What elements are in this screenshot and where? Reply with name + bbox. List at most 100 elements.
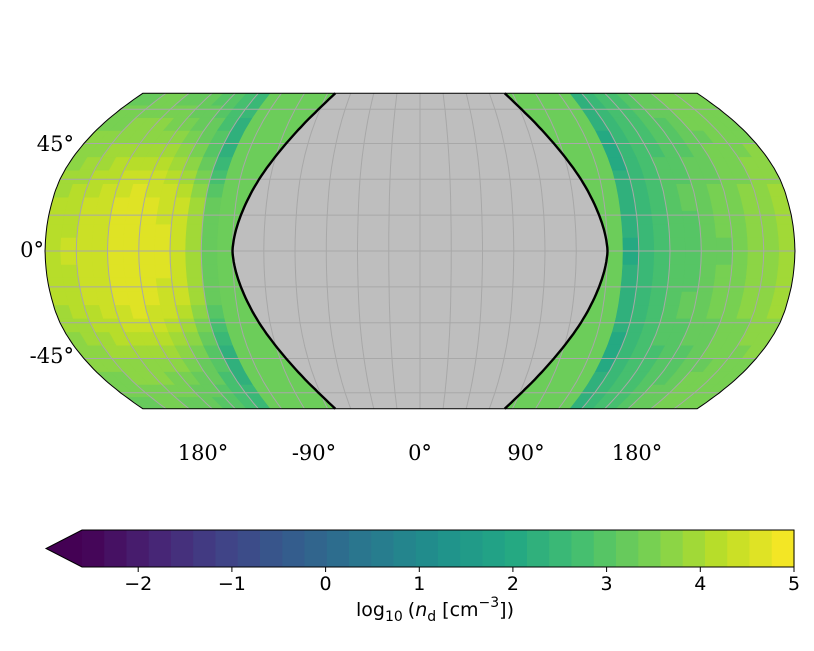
field-cell <box>201 264 219 279</box>
field-cell <box>712 277 731 292</box>
field-cell <box>715 237 733 252</box>
field-cell <box>45 264 64 279</box>
field-cell <box>154 264 172 279</box>
field-cell <box>123 223 141 238</box>
field-cell <box>745 223 764 238</box>
field-cell <box>60 223 79 238</box>
colorbar-label: log10 (nd [cm−3]) <box>356 595 514 625</box>
colorbar-swatch <box>193 530 217 567</box>
field-cell <box>778 237 795 252</box>
field-cell <box>140 210 159 225</box>
field-cell <box>76 264 95 279</box>
field-cell <box>93 210 112 225</box>
colorbar-swatch <box>148 530 172 567</box>
field-cell <box>633 291 652 306</box>
field-cell <box>77 277 97 292</box>
colorbar-swatch <box>638 530 662 567</box>
colorbar-tick-label: −2 <box>124 573 152 595</box>
field-cell <box>648 291 668 306</box>
field-cell <box>107 250 125 265</box>
field-cell <box>201 223 219 238</box>
colorbar-tick-label: 3 <box>601 573 613 595</box>
field-cell <box>45 237 62 252</box>
colorbar-swatch <box>282 530 306 567</box>
field-cell <box>91 237 109 252</box>
longitude-tick-labels: 180° -90° 0° 90° 180° <box>178 441 663 465</box>
colorbar-swatch <box>393 530 417 567</box>
x-tick-label: 90° <box>507 441 544 465</box>
colorbar-swatch <box>705 530 728 567</box>
colorbar-swatch <box>727 530 751 567</box>
field-cell <box>93 277 112 292</box>
colorbar-swatch <box>549 530 573 567</box>
field-cell <box>669 237 686 252</box>
field-cell <box>622 237 640 252</box>
y-tick-label: -45° <box>30 344 74 368</box>
field-cell <box>715 250 733 265</box>
field-cell <box>186 93 213 106</box>
field-cell <box>637 264 655 279</box>
colorbar-swatch <box>527 530 550 567</box>
colorbar: −2 −1 0 1 2 3 4 5 log10 (nd [cm−3]) <box>44 529 800 625</box>
field-cell <box>124 210 143 225</box>
colorbar-swatch <box>593 530 617 567</box>
field-cell <box>652 264 670 279</box>
field-cell <box>618 196 637 211</box>
field-cell <box>77 210 97 225</box>
field-cell <box>731 237 749 252</box>
field-cell <box>618 291 637 306</box>
field-cell <box>92 223 110 238</box>
colorbar-tick-label: 5 <box>788 573 800 595</box>
field-cell <box>138 237 156 252</box>
x-tick-label: 0° <box>408 441 432 465</box>
field-cell <box>683 264 702 279</box>
field-cell <box>650 277 669 292</box>
colorbar-tick-label: 1 <box>413 573 425 595</box>
field-cell <box>203 291 222 306</box>
field-cell <box>664 291 683 306</box>
field-cell <box>124 277 143 292</box>
field-cell <box>761 264 780 279</box>
field-cell <box>712 210 731 225</box>
field-cell <box>615 93 642 106</box>
field-cell <box>154 223 172 238</box>
x-tick-label: 180° <box>612 441 663 465</box>
field-cell <box>648 196 668 211</box>
colorbar-tick-label: 4 <box>694 573 706 595</box>
field-cell <box>171 277 190 292</box>
colorbar-swatch <box>371 530 395 567</box>
field-cell <box>762 250 780 265</box>
field-cell <box>652 223 670 238</box>
field-cell <box>762 237 780 252</box>
field-cell <box>155 277 174 292</box>
field-cell <box>154 237 171 252</box>
field-cell <box>653 237 671 252</box>
field-cell <box>699 264 717 279</box>
colorbar-swatch <box>438 530 461 567</box>
colorbar-swatch <box>349 530 372 567</box>
field-cell <box>699 223 717 238</box>
field-cell <box>107 223 126 238</box>
colorbar-swatch <box>460 530 484 567</box>
field-cell <box>638 93 666 106</box>
field-cell <box>185 237 202 252</box>
colorbar-swatch <box>304 530 328 567</box>
field-cell <box>122 237 140 252</box>
field-cell <box>186 210 205 225</box>
colorbar-swatch <box>415 530 439 567</box>
field-cell <box>635 277 654 292</box>
colorbar-swatch <box>326 530 350 567</box>
colorbar-ticks: −2 −1 0 1 2 3 4 5 <box>124 567 800 595</box>
field-cell <box>743 277 763 292</box>
field-cell <box>157 196 176 211</box>
field-cell <box>46 210 66 225</box>
field-cell <box>620 277 638 292</box>
colorbar-swatch <box>482 530 506 567</box>
field-cell <box>714 223 733 238</box>
field-cell <box>169 237 187 252</box>
field-cell <box>60 250 78 265</box>
field-cell <box>185 250 202 265</box>
field-cell <box>681 210 700 225</box>
field-cell <box>669 250 686 265</box>
